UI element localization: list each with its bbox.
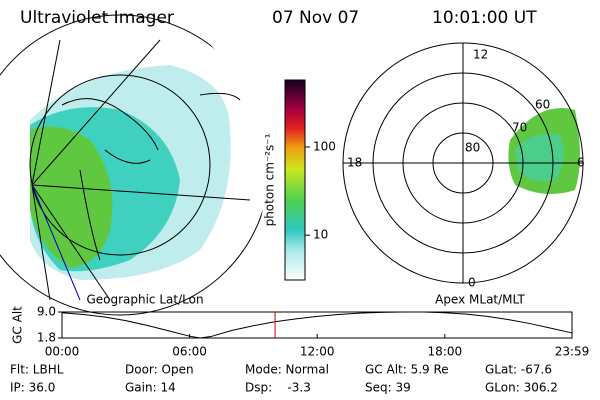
title: Ultraviolet Imager xyxy=(20,8,174,28)
mlt-label: 12 xyxy=(473,48,488,62)
x-tick-label: 00:00 xyxy=(45,345,80,359)
colorbar-tick-label: 10 xyxy=(313,228,328,242)
mlat-label: 80 xyxy=(465,141,480,155)
info-text: Door: Open xyxy=(125,363,194,377)
x-tick-label: 18:00 xyxy=(428,345,463,359)
date: 07 Nov 07 xyxy=(272,8,359,28)
colorbar-label: photon cm⁻²s⁻¹ xyxy=(263,133,277,226)
x-tick-label: 23:59 xyxy=(555,345,590,359)
geo-map xyxy=(0,14,265,316)
info-text: Flt: LBHL xyxy=(10,363,64,377)
y-axis-label: GC Alt xyxy=(11,306,25,344)
colorbar-tick-label: 100 xyxy=(313,139,336,153)
map-label: Apex MLat/MLT xyxy=(435,293,525,307)
mlt-label: 0 xyxy=(468,276,476,290)
y-tick-label: 9.0 xyxy=(37,305,56,319)
mlt-label: 6 xyxy=(577,156,585,170)
colorbar xyxy=(284,79,306,281)
info-text: Dsp: -3.3 xyxy=(245,381,311,395)
time: 10:01:00 UT xyxy=(432,8,537,28)
mlt-label: 18 xyxy=(347,156,362,170)
info-text: IP: 36.0 xyxy=(10,381,55,395)
map-label: Geographic Lat/Lon xyxy=(86,293,203,307)
info-text: GC Alt: 5.9 Re xyxy=(365,363,449,377)
altitude-line xyxy=(61,311,573,339)
info-text: GLat: -67.6 xyxy=(485,363,552,377)
x-tick-label: 06:00 xyxy=(172,345,207,359)
info-text: GLon: 306.2 xyxy=(485,381,558,395)
polar-map xyxy=(342,42,584,284)
info-text: Gain: 14 xyxy=(125,381,176,395)
info-text: Mode: Normal xyxy=(245,363,329,377)
x-tick-label: 12:00 xyxy=(300,345,335,359)
info-text: Seq: 39 xyxy=(365,381,411,395)
y-tick-label: 1.8 xyxy=(37,331,56,345)
mlat-label: 60 xyxy=(535,98,550,112)
mlat-label: 70 xyxy=(512,121,527,135)
